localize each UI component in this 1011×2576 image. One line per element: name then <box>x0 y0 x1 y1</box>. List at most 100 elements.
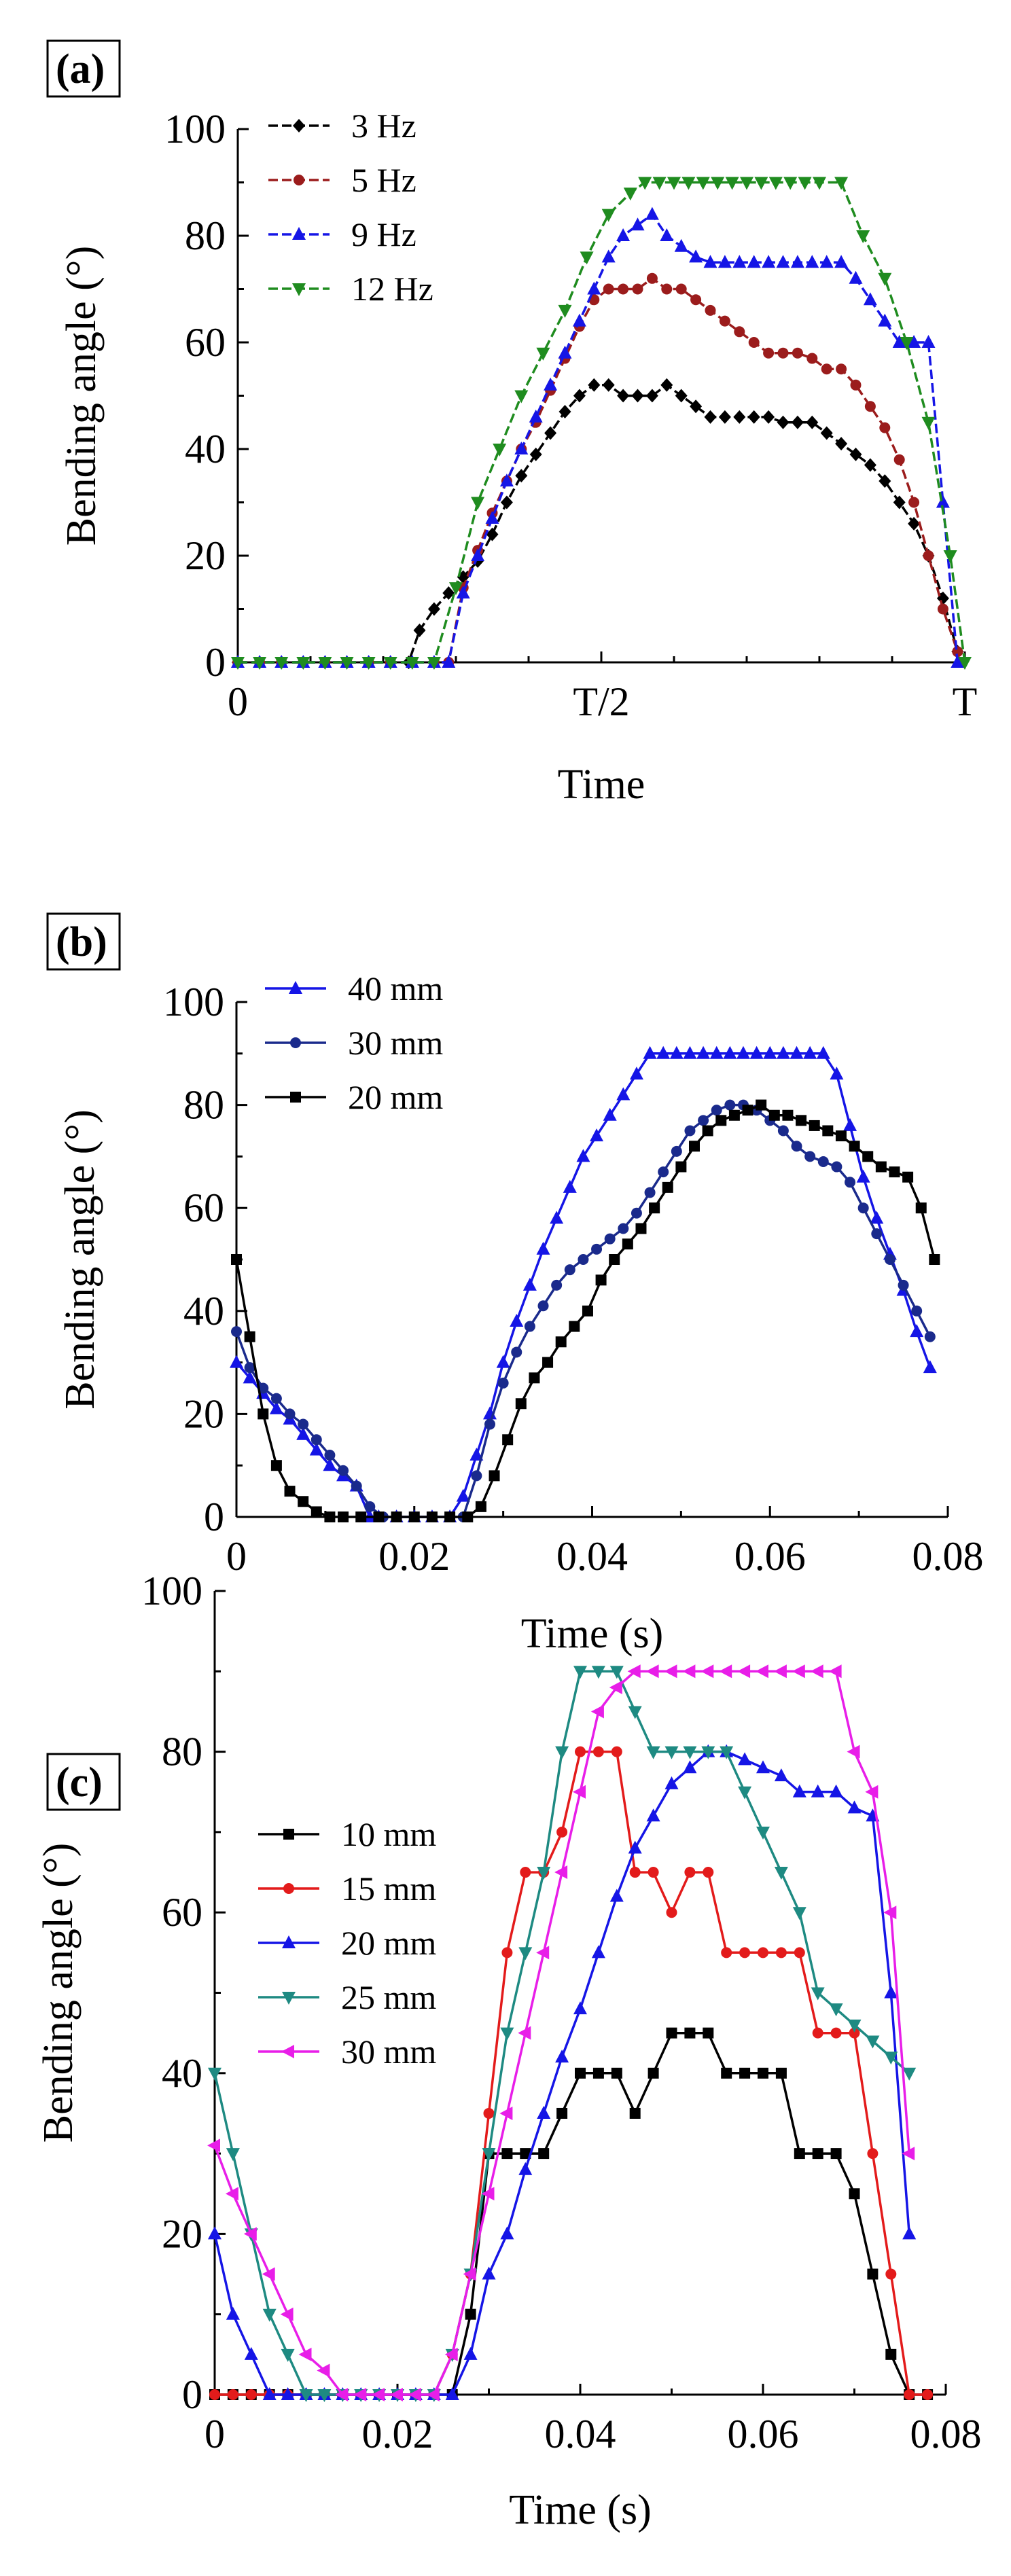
data-point <box>592 1945 605 1958</box>
data-point <box>580 251 594 264</box>
legend-entry: 20 mm <box>258 1924 436 1962</box>
data-point <box>518 1947 532 1960</box>
series-line <box>238 183 965 663</box>
data-point <box>628 1706 642 1719</box>
legend-label: 15 mm <box>341 1870 436 1908</box>
data-point <box>870 1211 883 1223</box>
data-point <box>871 1228 882 1239</box>
data-point <box>737 1664 750 1678</box>
data-point <box>617 389 629 403</box>
x-axis-title: Time <box>558 762 645 808</box>
panel-label: (b) <box>56 919 107 965</box>
panel-a: (a)0204060801000 T/2 TTimeBending angle (°… <box>48 41 977 808</box>
legend-entry: 25 mm <box>258 1978 436 2016</box>
y-tick-label: 100 <box>164 107 226 151</box>
data-point <box>649 1202 660 1213</box>
y-tick-label: 0 <box>204 1495 224 1539</box>
data-point <box>465 2309 476 2320</box>
data-point <box>829 1664 842 1678</box>
data-point <box>324 1511 335 1522</box>
data-point <box>271 1393 282 1404</box>
data-point <box>660 378 673 392</box>
data-point <box>471 497 484 510</box>
data-point <box>689 249 703 262</box>
series-line <box>238 215 957 662</box>
y-axis-title: Bending angle (°) <box>35 1843 82 2143</box>
data-point <box>338 1465 349 1476</box>
data-point <box>878 273 891 286</box>
data-point <box>857 1170 870 1183</box>
data-point <box>776 1947 787 1958</box>
series-line <box>215 1671 909 2395</box>
data-point <box>794 1947 805 1958</box>
data-point <box>904 2389 915 2400</box>
series-line <box>215 2033 927 2395</box>
data-point <box>748 410 760 424</box>
data-point <box>769 1110 780 1121</box>
legend-marker <box>281 2045 294 2058</box>
x-tick-label: 0.06 <box>728 2412 799 2456</box>
x-tick-label: 0.02 <box>378 1534 450 1579</box>
legend-marker <box>294 175 304 185</box>
data-point <box>858 1202 869 1213</box>
series-line <box>215 1671 909 2395</box>
data-point <box>777 416 790 429</box>
x-tick-label: 0.08 <box>910 2412 982 2456</box>
data-point <box>671 1146 682 1157</box>
data-point <box>311 1434 322 1445</box>
data-point <box>558 305 572 318</box>
data-point <box>587 282 601 295</box>
data-point <box>756 1827 770 1840</box>
data-point <box>822 1126 833 1137</box>
data-point <box>482 2267 496 2280</box>
data-point <box>536 348 550 361</box>
data-point <box>916 1202 927 1213</box>
data-point <box>700 1664 713 1678</box>
data-point <box>427 1511 438 1522</box>
legend-marker <box>293 119 305 132</box>
panel-label: (a) <box>56 46 105 92</box>
data-point <box>502 1434 513 1445</box>
data-point <box>575 1747 586 1757</box>
data-point <box>911 1306 922 1317</box>
legend-entry: 9 Hz <box>268 215 416 253</box>
y-tick-label: 80 <box>183 1083 224 1128</box>
legend-label: 30 mm <box>348 1024 443 1062</box>
legend-marker <box>290 1092 301 1103</box>
data-point <box>658 1166 669 1177</box>
data-point <box>721 1947 732 1958</box>
data-point <box>631 1208 642 1219</box>
data-point <box>632 389 644 403</box>
x-tick-label: 0.08 <box>912 1534 984 1579</box>
data-point <box>667 1907 677 1918</box>
data-point <box>743 1105 753 1115</box>
data-point <box>885 2269 896 2280</box>
data-point <box>493 444 506 457</box>
y-tick-label: 20 <box>162 2211 202 2256</box>
data-point <box>489 1470 500 1481</box>
data-point <box>484 1419 495 1430</box>
data-point <box>831 2028 842 2039</box>
panel-label: (c) <box>56 1759 103 1806</box>
data-point <box>578 1254 588 1265</box>
data-point <box>782 1110 793 1121</box>
data-point <box>684 2028 695 2039</box>
legend-entry: 15 mm <box>258 1870 436 1908</box>
data-point <box>703 2028 713 2039</box>
series-40-mm <box>230 1046 937 1522</box>
data-point <box>645 1187 656 1198</box>
data-point <box>525 1321 535 1332</box>
data-point <box>630 1867 641 1878</box>
data-point <box>555 1747 569 1759</box>
data-point <box>794 2148 805 2159</box>
data-point <box>610 1889 624 1902</box>
data-point <box>271 1460 282 1471</box>
data-point <box>409 1511 420 1522</box>
x-axis-title: Time (s) <box>521 1611 664 1657</box>
data-point <box>471 1470 482 1481</box>
data-point <box>739 1947 750 1958</box>
series-5-hz <box>232 273 963 668</box>
y-tick-label: 80 <box>185 213 226 258</box>
data-point <box>351 1481 362 1492</box>
data-point <box>638 177 652 190</box>
